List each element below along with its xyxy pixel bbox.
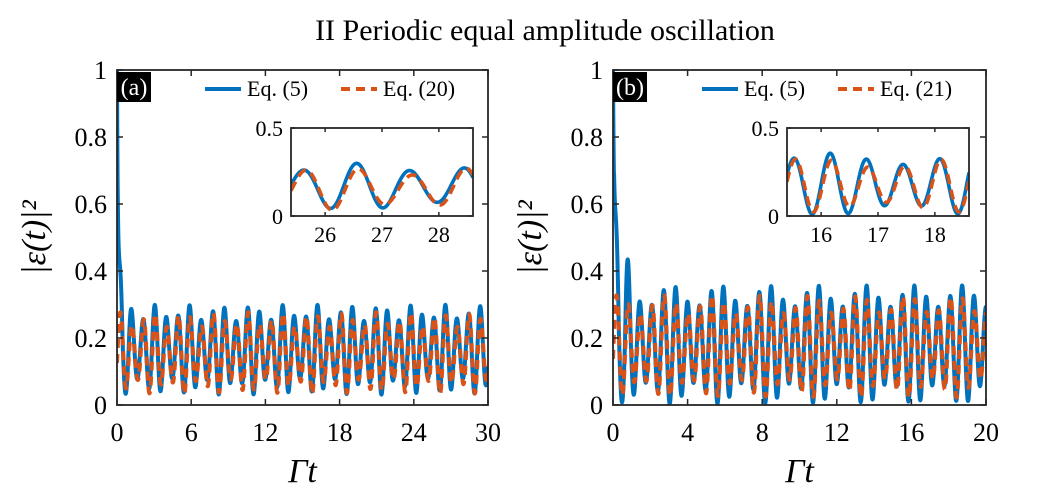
figure-title: II Periodic equal amplitude oscillation: [315, 14, 775, 47]
panel-a-inset-ytick-label: 0.5: [256, 116, 284, 141]
panel-a-inset-series-eq5: [291, 161, 473, 211]
panel-a-tag-background: [117, 72, 151, 102]
panel-a-inset-ytick-label: 0: [272, 204, 283, 229]
panel-b-inset-ytick-label: 0.5: [752, 116, 780, 141]
panel-b-xtick-label: 4: [681, 418, 694, 447]
panel-a-xtick-label: 0: [111, 418, 124, 447]
panel-b-legend-label-2: Eq. (21): [880, 76, 952, 101]
panel-a-inset-xtick-label: 27: [371, 222, 393, 247]
panel-a-ytick-label: 0.2: [75, 324, 108, 353]
panel-b-ylabel: |ε(t)|²: [512, 200, 549, 275]
panel-b-xlabel: Γt: [784, 453, 815, 489]
panel-a: 0 6 12 18 24 30 0 0.2 0.4 0.6 0.8 1 (a) Eq. (5) Eq. (2…: [16, 56, 501, 489]
panel-b-tag-background: [613, 72, 647, 102]
panel-a-ytick-label: 0.4: [75, 257, 108, 286]
panel-b-inset-xtick-label: 16: [810, 222, 832, 247]
panel-a-inset-xtick-label: 26: [314, 222, 336, 247]
panel-b-inset-xtick-label: 18: [924, 222, 946, 247]
panel-a-legend-label-1: Eq. (5): [247, 76, 308, 101]
panel-a-legend-label-2: Eq. (20): [383, 76, 455, 101]
panel-a-xlabel: Γt: [287, 453, 318, 489]
panel-b-inset-xtick-label: 17: [867, 222, 889, 247]
panel-b-ytick-label: 1: [590, 56, 603, 85]
panel-b-xtick-label: 0: [607, 418, 620, 447]
panel-b-frame: [612, 69, 987, 406]
panel-a-xtick-label: 30: [475, 418, 501, 447]
panel-a-xtick-label: 24: [401, 418, 427, 447]
panel-b-ytick-label: 0.2: [571, 324, 604, 353]
panel-b-ytick-label: 0.6: [571, 190, 604, 219]
panel-b: 0 4 8 12 16 20 0 0.2 0.4 0.6 0.8 1 (b) Eq. (5) Eq. (21…: [512, 56, 999, 489]
panel-b-xtick-label: 8: [756, 418, 769, 447]
panel-a-ylabel: |ε(t)|²: [16, 200, 53, 275]
panel-a-xtick-label: 12: [252, 418, 278, 447]
panel-b-inset-background: [787, 128, 969, 216]
panel-a-ytick-label: 0.8: [75, 123, 108, 152]
panel-a-frame: [116, 69, 489, 406]
panel-a-xtick-label: 6: [185, 418, 198, 447]
panel-b-xtick-label: 12: [824, 418, 850, 447]
panel-a-tag: (a): [121, 75, 148, 101]
panel-a-xtick-label: 18: [327, 418, 353, 447]
panel-a-inset-xtick-label: 28: [428, 222, 450, 247]
panel-a-ytick-label: 0: [94, 391, 107, 420]
panel-b-tag: (b): [616, 75, 644, 101]
panel-a-ytick-label: 1: [94, 56, 107, 85]
panel-b-series-approx: [613, 293, 986, 400]
panel-b-xtick-label: 16: [898, 418, 924, 447]
panel-b-inset-ytick-label: 0: [768, 204, 779, 229]
panel-b-legend-label-1: Eq. (5): [744, 76, 805, 101]
panel-b-series-eq5: [613, 70, 986, 405]
panel-b-ytick-label: 0.8: [571, 123, 604, 152]
panel-b-xtick-label: 20: [973, 418, 999, 447]
panel-b-ytick-label: 0.4: [571, 257, 604, 286]
panel-a-inset-series-approx: [291, 166, 473, 212]
panel-b-ytick-label: 0: [590, 391, 603, 420]
panel-a-series-approx: [117, 310, 488, 396]
panel-b-inset-series-approx: [787, 157, 969, 214]
panel-a-ytick-label: 0.6: [75, 190, 108, 219]
